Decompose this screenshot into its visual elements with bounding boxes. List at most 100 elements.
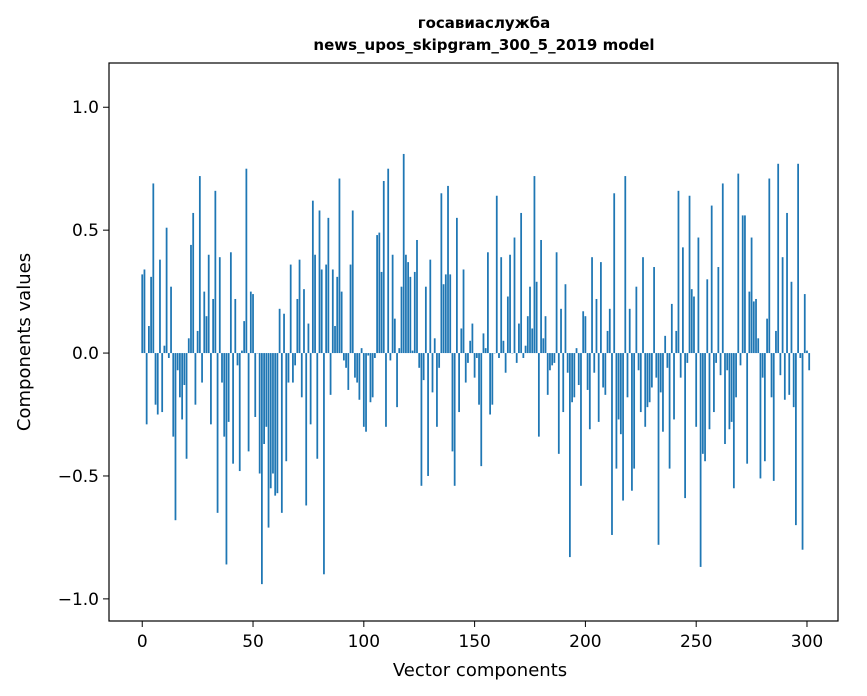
bar-42 <box>234 298 237 354</box>
bar-131 <box>431 353 434 393</box>
bar-166 <box>509 254 511 354</box>
y-tick-label: 1.0 <box>72 98 99 118</box>
bar-111 <box>387 168 390 354</box>
bar-80 <box>318 210 321 354</box>
bar-65 <box>285 353 288 462</box>
bar-257 <box>710 205 713 354</box>
bar-226 <box>642 257 644 354</box>
bar-45 <box>241 350 243 354</box>
bar-18 <box>181 353 184 420</box>
bar-84 <box>327 217 330 354</box>
bar-55 <box>263 353 265 445</box>
bar-274 <box>748 291 751 354</box>
bar-174 <box>526 316 529 354</box>
bar-107 <box>378 232 381 354</box>
bar-213 <box>613 193 616 354</box>
bar-266 <box>730 353 733 422</box>
bar-8 <box>159 259 161 354</box>
bar-240 <box>673 353 675 420</box>
y-tick-label: −0.5 <box>58 467 99 487</box>
bar-216 <box>619 353 622 435</box>
y-tick-label: 0.0 <box>72 344 99 364</box>
bar-204 <box>593 353 596 373</box>
bar-184 <box>549 353 551 371</box>
bar-61 <box>276 353 279 494</box>
bar-1 <box>143 269 146 354</box>
bar-157 <box>489 353 491 415</box>
bar-221 <box>631 353 633 491</box>
bar-188 <box>557 353 560 454</box>
bar-268 <box>735 353 737 398</box>
bar-76 <box>309 353 312 425</box>
bar-225 <box>639 353 642 413</box>
bar-123 <box>413 271 416 354</box>
bar-90 <box>340 291 343 354</box>
bar-72 <box>300 353 303 398</box>
bar-189 <box>560 308 562 354</box>
bar-34 <box>216 353 219 513</box>
bar-151 <box>475 353 478 358</box>
bar-182 <box>544 316 547 354</box>
bar-48 <box>247 353 250 452</box>
bar-149 <box>471 323 474 354</box>
bar-71 <box>298 259 301 354</box>
bar-178 <box>535 281 538 354</box>
bar-89 <box>338 178 341 354</box>
bar-24 <box>194 353 197 405</box>
bar-288 <box>779 353 782 376</box>
bar-115 <box>396 353 398 408</box>
bar-13 <box>170 286 172 354</box>
bar-70 <box>296 298 299 354</box>
bar-271 <box>741 215 744 354</box>
bar-20 <box>185 353 188 459</box>
bar-214 <box>615 353 618 469</box>
bar-278 <box>757 338 760 354</box>
bar-47 <box>245 168 248 354</box>
bar-9 <box>161 353 164 413</box>
bar-170 <box>518 323 520 354</box>
x-axis-label: Vector components <box>393 660 567 681</box>
bar-233 <box>657 353 660 545</box>
bar-273 <box>746 353 749 464</box>
bar-298 <box>801 353 804 550</box>
bar-197 <box>577 353 580 386</box>
bar-253 <box>701 353 704 454</box>
bar-147 <box>467 353 469 363</box>
bar-222 <box>633 353 636 469</box>
bar-128 <box>424 286 427 354</box>
x-tick-label: 50 <box>242 632 264 652</box>
bar-267 <box>732 353 735 489</box>
bar-272 <box>744 215 746 354</box>
y-tick-label: −1.0 <box>58 590 99 610</box>
bar-137 <box>444 274 447 354</box>
bar-299 <box>803 294 806 354</box>
bar-229 <box>648 353 651 403</box>
bar-180 <box>540 239 542 354</box>
bar-17 <box>179 353 181 398</box>
bar-82 <box>323 353 325 575</box>
bar-201 <box>586 353 589 390</box>
bar-43 <box>236 353 239 366</box>
bar-3 <box>148 326 150 354</box>
bar-293 <box>790 281 793 354</box>
bar-75 <box>307 323 310 354</box>
bar-132 <box>433 338 436 354</box>
bar-175 <box>529 286 531 354</box>
bar-296 <box>797 163 799 354</box>
bar-252 <box>699 353 702 567</box>
bar-66 <box>287 353 290 383</box>
bar-210 <box>606 330 609 354</box>
bar-235 <box>662 353 664 432</box>
bar-185 <box>551 353 554 366</box>
bar-2 <box>145 353 148 425</box>
bar-262 <box>721 183 724 354</box>
bar-103 <box>369 353 372 403</box>
bar-119 <box>405 254 407 354</box>
bar-54 <box>261 353 263 585</box>
bar-275 <box>750 237 753 354</box>
bar-21 <box>187 338 190 354</box>
bar-113 <box>391 254 394 354</box>
bar-51 <box>254 353 257 417</box>
bar-7 <box>156 353 159 415</box>
